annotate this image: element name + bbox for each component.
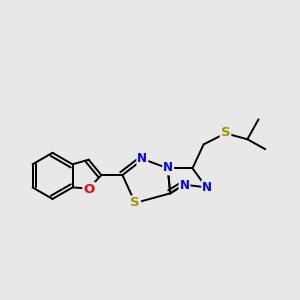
- Text: S: S: [130, 196, 140, 209]
- Text: S: S: [221, 126, 230, 139]
- Text: N: N: [179, 178, 190, 191]
- Text: N: N: [137, 152, 147, 165]
- Text: O: O: [83, 183, 95, 196]
- Text: N: N: [163, 161, 173, 174]
- Text: N: N: [202, 181, 212, 194]
